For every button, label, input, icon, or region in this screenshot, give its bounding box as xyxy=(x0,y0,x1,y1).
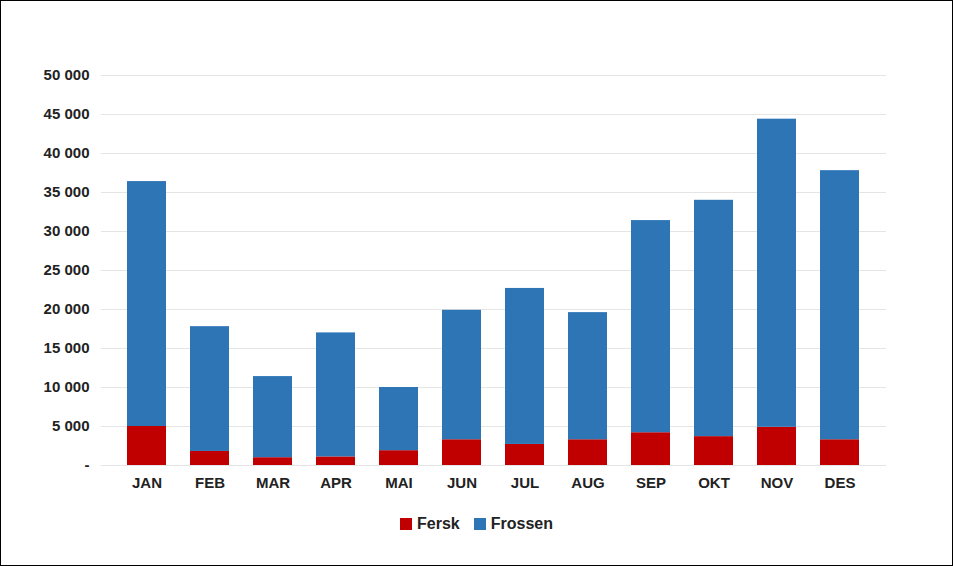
svg-text:20 000: 20 000 xyxy=(44,300,90,317)
svg-text:AUG: AUG xyxy=(571,474,604,491)
svg-text:15 000: 15 000 xyxy=(44,339,90,356)
svg-text:OKT: OKT xyxy=(698,474,730,491)
svg-text:30 000: 30 000 xyxy=(44,222,90,239)
svg-text:25 000: 25 000 xyxy=(44,261,90,278)
svg-text:-: - xyxy=(85,456,90,473)
svg-text:45 000: 45 000 xyxy=(44,105,90,122)
svg-text:40 000: 40 000 xyxy=(44,144,90,161)
html-text:Fersk: Fersk xyxy=(417,515,460,532)
svg-text:APR: APR xyxy=(320,474,352,491)
svg-text:SEP: SEP xyxy=(636,474,666,491)
html-text:Frossen: Frossen xyxy=(490,515,553,532)
svg-text:MAI: MAI xyxy=(385,474,413,491)
svg-text:DES: DES xyxy=(825,474,856,491)
svg-text:MAR: MAR xyxy=(256,474,290,491)
svg-text:JUL: JUL xyxy=(511,474,539,491)
svg-text:35 000: 35 000 xyxy=(44,183,90,200)
svg-text:FEB: FEB xyxy=(195,474,225,491)
svg-text:JAN: JAN xyxy=(132,474,162,491)
svg-text:10 000: 10 000 xyxy=(44,378,90,395)
svg-text:JUN: JUN xyxy=(447,474,477,491)
svg-text:NOV: NOV xyxy=(761,474,794,491)
svg-text:5 000: 5 000 xyxy=(52,417,90,434)
svg-text:50 000: 50 000 xyxy=(44,66,90,83)
